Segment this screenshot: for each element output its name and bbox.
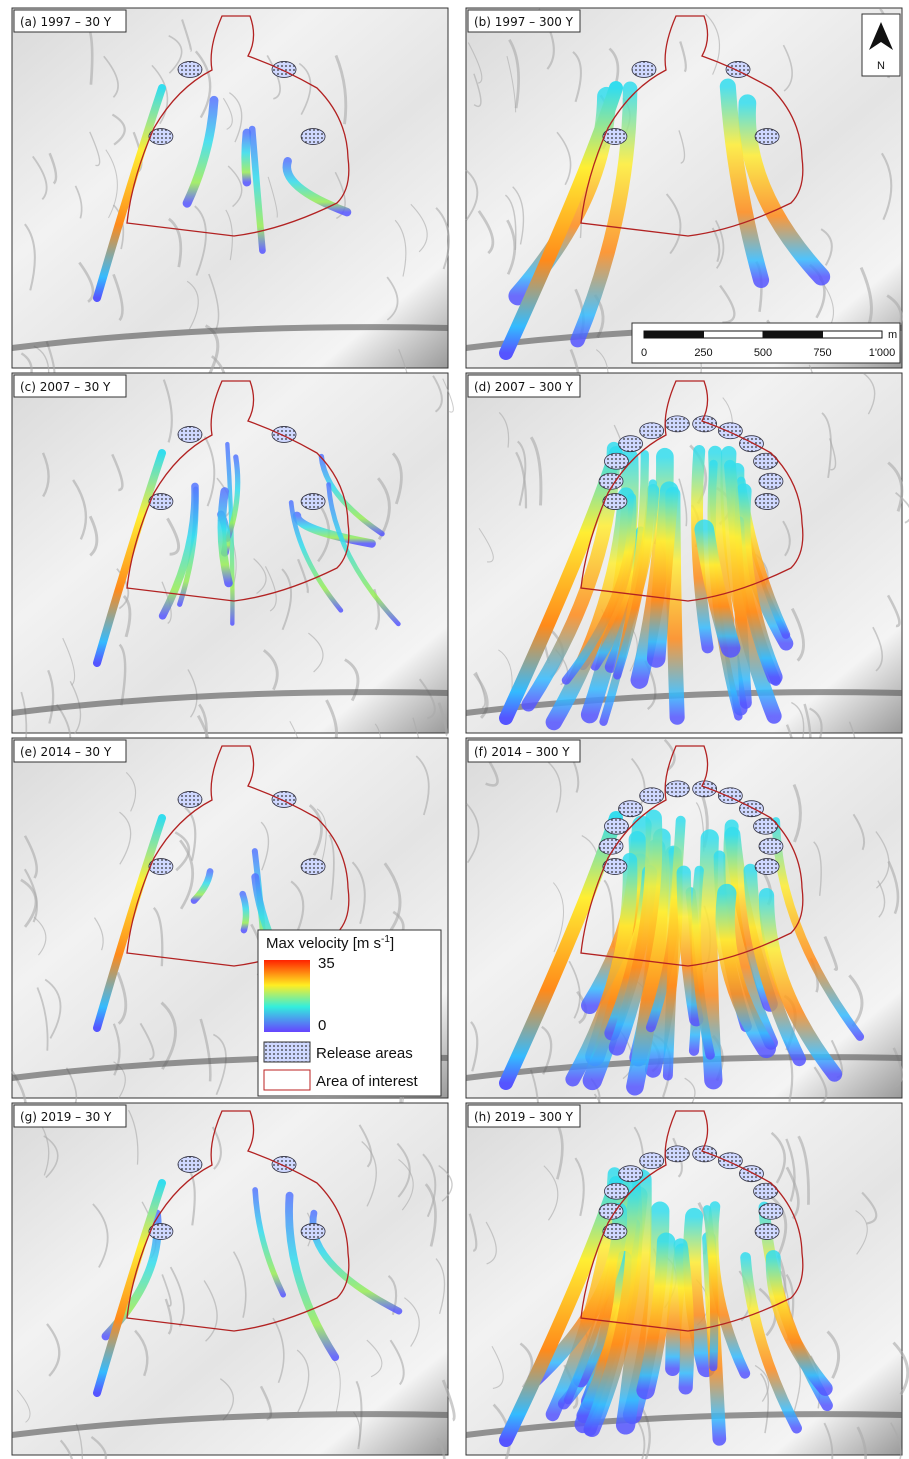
scale-segment bbox=[823, 331, 883, 338]
map-panel: (h) 2019 – 300 Y bbox=[466, 1103, 908, 1459]
colorbar-min: 0 bbox=[318, 1017, 326, 1034]
panel-label: (f) 2014 – 300 Y bbox=[474, 745, 570, 759]
release-area bbox=[665, 1146, 689, 1162]
release-area bbox=[301, 494, 325, 510]
release-area bbox=[619, 436, 643, 452]
hillshade bbox=[466, 8, 902, 368]
hillshade bbox=[12, 1103, 448, 1455]
colorbar bbox=[264, 960, 310, 1032]
release-area bbox=[619, 1166, 643, 1182]
release-area bbox=[755, 859, 779, 875]
release-area bbox=[755, 1224, 779, 1240]
flow-path bbox=[246, 133, 247, 182]
scale-unit: m bbox=[888, 329, 897, 341]
panel-label: (d) 2007 – 300 Y bbox=[474, 380, 574, 394]
release-area bbox=[665, 416, 689, 432]
page: {"panels": [ {"label": "(a) 1997 – 30 Y"… bbox=[0, 0, 909, 1459]
release-area bbox=[759, 1203, 783, 1219]
colorbar-max: 35 bbox=[318, 955, 335, 972]
scale-tick-label: 1'000 bbox=[869, 347, 896, 359]
panel-label: (c) 2007 – 30 Y bbox=[20, 380, 111, 394]
scale-segment bbox=[704, 331, 764, 338]
panel-label: (g) 2019 – 30 Y bbox=[20, 1110, 112, 1124]
scale-segment bbox=[763, 331, 823, 338]
release-area bbox=[693, 416, 717, 432]
map-panel: (a) 1997 – 30 Y bbox=[12, 8, 449, 414]
release-swatch bbox=[264, 1042, 310, 1062]
flow-path bbox=[681, 1245, 688, 1387]
legend-item: Release areas bbox=[316, 1045, 413, 1062]
release-area bbox=[604, 1183, 628, 1199]
release-area bbox=[178, 426, 202, 442]
release-area bbox=[693, 781, 717, 797]
release-area bbox=[755, 129, 779, 145]
flow-path bbox=[656, 491, 669, 659]
release-area bbox=[178, 1156, 202, 1172]
legend-title: Max velocity [m s-1] bbox=[266, 934, 394, 952]
north-arrow: N bbox=[862, 14, 900, 76]
scale-bar: 0 250 500 750 1'000 m bbox=[632, 323, 900, 363]
release-area bbox=[759, 473, 783, 489]
release-area bbox=[665, 781, 689, 797]
release-area bbox=[693, 1146, 717, 1162]
scale-tick-label: 0 bbox=[641, 347, 647, 359]
legend: Max velocity [m s-1] 35 0 Release areas … bbox=[258, 930, 441, 1096]
release-area bbox=[178, 791, 202, 807]
release-area bbox=[640, 788, 664, 804]
north-label: N bbox=[877, 60, 885, 72]
map-panel: (g) 2019 – 30 Y bbox=[12, 1103, 454, 1459]
panel-label: (a) 1997 – 30 Y bbox=[20, 15, 112, 29]
panel-label: (e) 2014 – 30 Y bbox=[20, 745, 112, 759]
release-area bbox=[632, 61, 656, 77]
release-area bbox=[604, 453, 628, 469]
scale-tick-label: 500 bbox=[754, 347, 772, 359]
release-area bbox=[178, 61, 202, 77]
scale-segment bbox=[644, 331, 704, 338]
release-area bbox=[755, 494, 779, 510]
map-panel: (f) 2014 – 300 Y bbox=[466, 738, 902, 1145]
aoi-swatch bbox=[264, 1070, 310, 1090]
release-area bbox=[301, 129, 325, 145]
map-panel: (d) 2007 – 300 Y bbox=[466, 373, 909, 765]
flow-path bbox=[243, 894, 246, 930]
panel-label: (b) 1997 – 300 Y bbox=[474, 15, 574, 29]
release-area bbox=[301, 859, 325, 875]
figure: (a) 1997 – 30 Y (b) 1997 – 300 Y (c) 2007 … bbox=[0, 0, 909, 1459]
release-area bbox=[640, 423, 664, 439]
panel-label: (h) 2019 – 300 Y bbox=[474, 1110, 574, 1124]
release-area bbox=[604, 818, 628, 834]
map-panel: (c) 2007 – 30 Y bbox=[12, 373, 453, 786]
release-area bbox=[619, 801, 643, 817]
release-area bbox=[640, 1153, 664, 1169]
release-area bbox=[301, 1224, 325, 1240]
release-area bbox=[759, 838, 783, 854]
scale-tick-label: 250 bbox=[694, 347, 712, 359]
legend-item: Area of interest bbox=[316, 1073, 419, 1090]
scale-tick-label: 750 bbox=[813, 347, 831, 359]
